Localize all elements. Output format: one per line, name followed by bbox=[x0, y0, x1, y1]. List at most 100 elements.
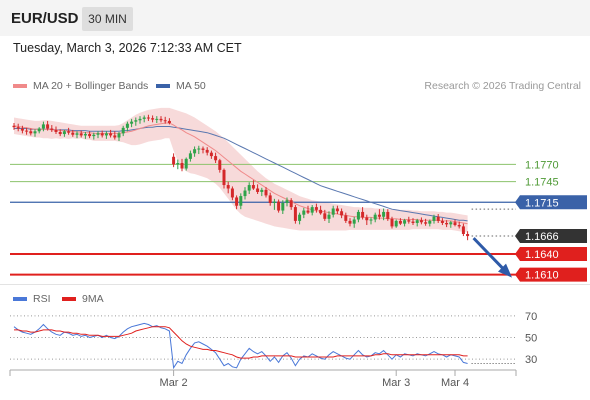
candle bbox=[50, 125, 54, 132]
candle-body bbox=[419, 220, 423, 223]
candle-body bbox=[197, 148, 201, 150]
candle-body bbox=[130, 121, 134, 124]
candle-body bbox=[306, 210, 310, 213]
candle bbox=[58, 129, 62, 137]
candle bbox=[37, 127, 41, 134]
candle bbox=[260, 187, 264, 197]
candle bbox=[247, 182, 251, 195]
candle bbox=[461, 223, 465, 237]
candle bbox=[146, 114, 150, 121]
candle bbox=[445, 220, 449, 228]
candle bbox=[377, 209, 381, 220]
candle-body bbox=[58, 131, 62, 135]
candle bbox=[457, 221, 461, 229]
rsi-swatch bbox=[13, 297, 27, 301]
candle-body bbox=[46, 124, 50, 129]
candle-body bbox=[428, 220, 432, 224]
candle bbox=[62, 129, 66, 137]
candle bbox=[365, 214, 369, 226]
candle-body bbox=[453, 222, 457, 226]
ma20-swatch bbox=[13, 84, 27, 88]
candle bbox=[390, 216, 394, 229]
candle bbox=[285, 197, 289, 207]
forecast-arrow-head bbox=[498, 263, 512, 278]
candle bbox=[184, 157, 188, 171]
rsi-series-9ma bbox=[14, 326, 468, 359]
candle-body bbox=[113, 135, 117, 138]
candle-body bbox=[319, 209, 323, 214]
candle bbox=[352, 216, 356, 228]
candle-body bbox=[67, 131, 71, 133]
candle-body bbox=[54, 129, 58, 132]
candle-body bbox=[230, 188, 234, 198]
candle-body bbox=[20, 128, 24, 131]
candle bbox=[449, 220, 453, 228]
candle bbox=[88, 131, 92, 139]
rsi-label: RSI bbox=[33, 293, 51, 305]
candle-body bbox=[344, 215, 348, 221]
candle bbox=[172, 153, 176, 168]
candle-body bbox=[445, 222, 449, 225]
candle bbox=[41, 121, 45, 132]
level-label-1.1770: 1.1770 bbox=[525, 159, 559, 171]
candle-body bbox=[272, 201, 276, 203]
rsi-tick-30: 30 bbox=[525, 354, 537, 366]
level-tag-1.1610 bbox=[515, 267, 587, 282]
candle-body bbox=[155, 118, 159, 120]
rsi-pane: 70 50 30 bbox=[10, 311, 537, 370]
candle-body bbox=[466, 233, 470, 237]
candle-body bbox=[96, 133, 100, 135]
candle-body bbox=[180, 162, 184, 169]
candle bbox=[403, 218, 407, 227]
candle-body bbox=[142, 117, 146, 119]
candle-body bbox=[62, 131, 66, 135]
candle bbox=[125, 121, 129, 132]
level-label-1.1640: 1.1640 bbox=[525, 249, 559, 261]
candle bbox=[16, 123, 20, 132]
candle-body bbox=[16, 127, 20, 129]
timeframe-badge[interactable]: 30 MIN bbox=[82, 7, 133, 31]
candle-body bbox=[403, 220, 407, 224]
candle bbox=[121, 125, 125, 137]
candle-body bbox=[340, 211, 344, 216]
candle bbox=[117, 131, 121, 141]
level-label-1.1610: 1.1610 bbox=[525, 270, 559, 282]
candle bbox=[222, 168, 226, 189]
candle bbox=[176, 159, 180, 170]
candle bbox=[272, 198, 276, 210]
candle bbox=[348, 218, 352, 227]
candle bbox=[96, 131, 100, 139]
candle-body bbox=[239, 196, 243, 206]
candle bbox=[201, 146, 205, 154]
candle-body bbox=[247, 185, 251, 191]
bollinger-band bbox=[14, 107, 468, 233]
candle bbox=[277, 199, 281, 213]
ma20-label: MA 20 + Bollinger Bands bbox=[33, 80, 149, 92]
candle bbox=[453, 219, 457, 227]
candle bbox=[151, 115, 155, 123]
candle-body bbox=[167, 120, 171, 124]
candle bbox=[298, 212, 302, 225]
candle-body bbox=[331, 208, 335, 215]
candle-body bbox=[314, 207, 318, 210]
ma9-swatch bbox=[62, 297, 76, 301]
candle-body bbox=[449, 222, 453, 225]
x-axis-label-Mar 2: Mar 2 bbox=[160, 377, 188, 389]
x-axis-label-Mar 4: Mar 4 bbox=[441, 377, 469, 389]
candle bbox=[180, 158, 184, 172]
candle bbox=[415, 218, 419, 227]
candle-body bbox=[226, 185, 230, 189]
candle-body bbox=[386, 211, 390, 219]
candle bbox=[226, 181, 230, 194]
candle bbox=[218, 158, 222, 173]
pane-divider bbox=[0, 284, 590, 285]
candle-body bbox=[159, 118, 163, 121]
candle-body bbox=[440, 220, 444, 223]
candle-body bbox=[163, 120, 167, 122]
instrument-symbol: EUR/USD bbox=[11, 10, 79, 27]
candle bbox=[54, 126, 58, 135]
candle bbox=[134, 117, 138, 126]
candle-body bbox=[411, 221, 415, 223]
candle-body bbox=[88, 134, 92, 137]
